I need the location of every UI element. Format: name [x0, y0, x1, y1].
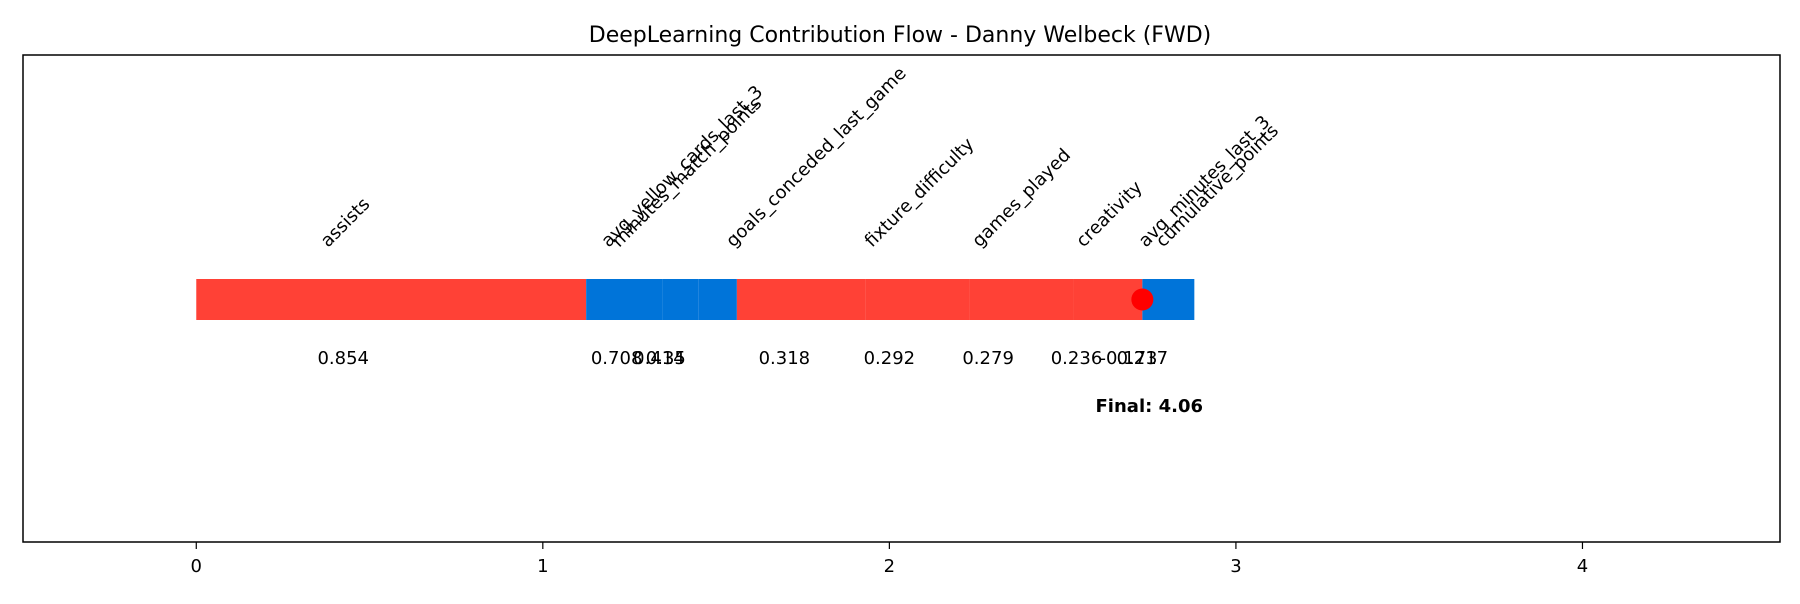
- x-axis: 0 1 2 3 4: [191, 542, 1588, 577]
- value-label-1: 0.708: [591, 348, 643, 369]
- x-tick-label-2: 2: [884, 556, 895, 577]
- value-label-9: 0.217: [1117, 348, 1169, 369]
- value-label-2: 0.414: [633, 348, 685, 369]
- marker-layer: [1131, 288, 1154, 311]
- x-tick-label-3: 3: [1230, 556, 1241, 577]
- feature-label-7: avg_minutes_last_3: [1135, 112, 1275, 252]
- bar-segment-1: [586, 279, 663, 320]
- feature-label-0: assists: [317, 194, 375, 252]
- x-tick-label-1: 1: [537, 556, 548, 577]
- plot-area-frame: [22, 54, 1781, 543]
- value-label-8: -0.173: [1099, 348, 1157, 369]
- bars-layer: [196, 279, 1195, 320]
- bar-segment-4: [736, 279, 866, 320]
- final-value-label: Final: 4.06: [1096, 396, 1203, 417]
- value-label-6: 0.279: [962, 348, 1014, 369]
- x-tick-label-0: 0: [191, 556, 202, 577]
- feature-label-8: cumulative_points: [1152, 120, 1283, 251]
- bar-segment-6: [969, 279, 1074, 320]
- bar-segment-0: [196, 279, 587, 320]
- value-label-4: 0.318: [759, 348, 811, 369]
- feature-label-6: creativity: [1072, 177, 1147, 252]
- bar-segment-5: [865, 279, 970, 320]
- x-tick-label-4: 4: [1577, 556, 1588, 577]
- final-value-marker: [1131, 288, 1154, 311]
- feature-label-4: fixture_difficulty: [861, 134, 979, 252]
- feature-label-5: games_played: [968, 145, 1075, 252]
- value-label-3: 0.35: [646, 348, 686, 369]
- value-label-0: 0.854: [317, 348, 369, 369]
- value-label-5: 0.292: [864, 348, 916, 369]
- bar-segment-2: [662, 279, 699, 320]
- feature-labels-layer: assists avg_yellow_cards_last_3minutes_ma…: [317, 63, 1283, 252]
- bar-segment-3: [698, 279, 737, 320]
- chart-title: DeepLearning Contribution Flow - Danny W…: [589, 23, 1212, 48]
- bar-segment-7: [1073, 279, 1143, 320]
- value-label-7: 0.236: [1051, 348, 1103, 369]
